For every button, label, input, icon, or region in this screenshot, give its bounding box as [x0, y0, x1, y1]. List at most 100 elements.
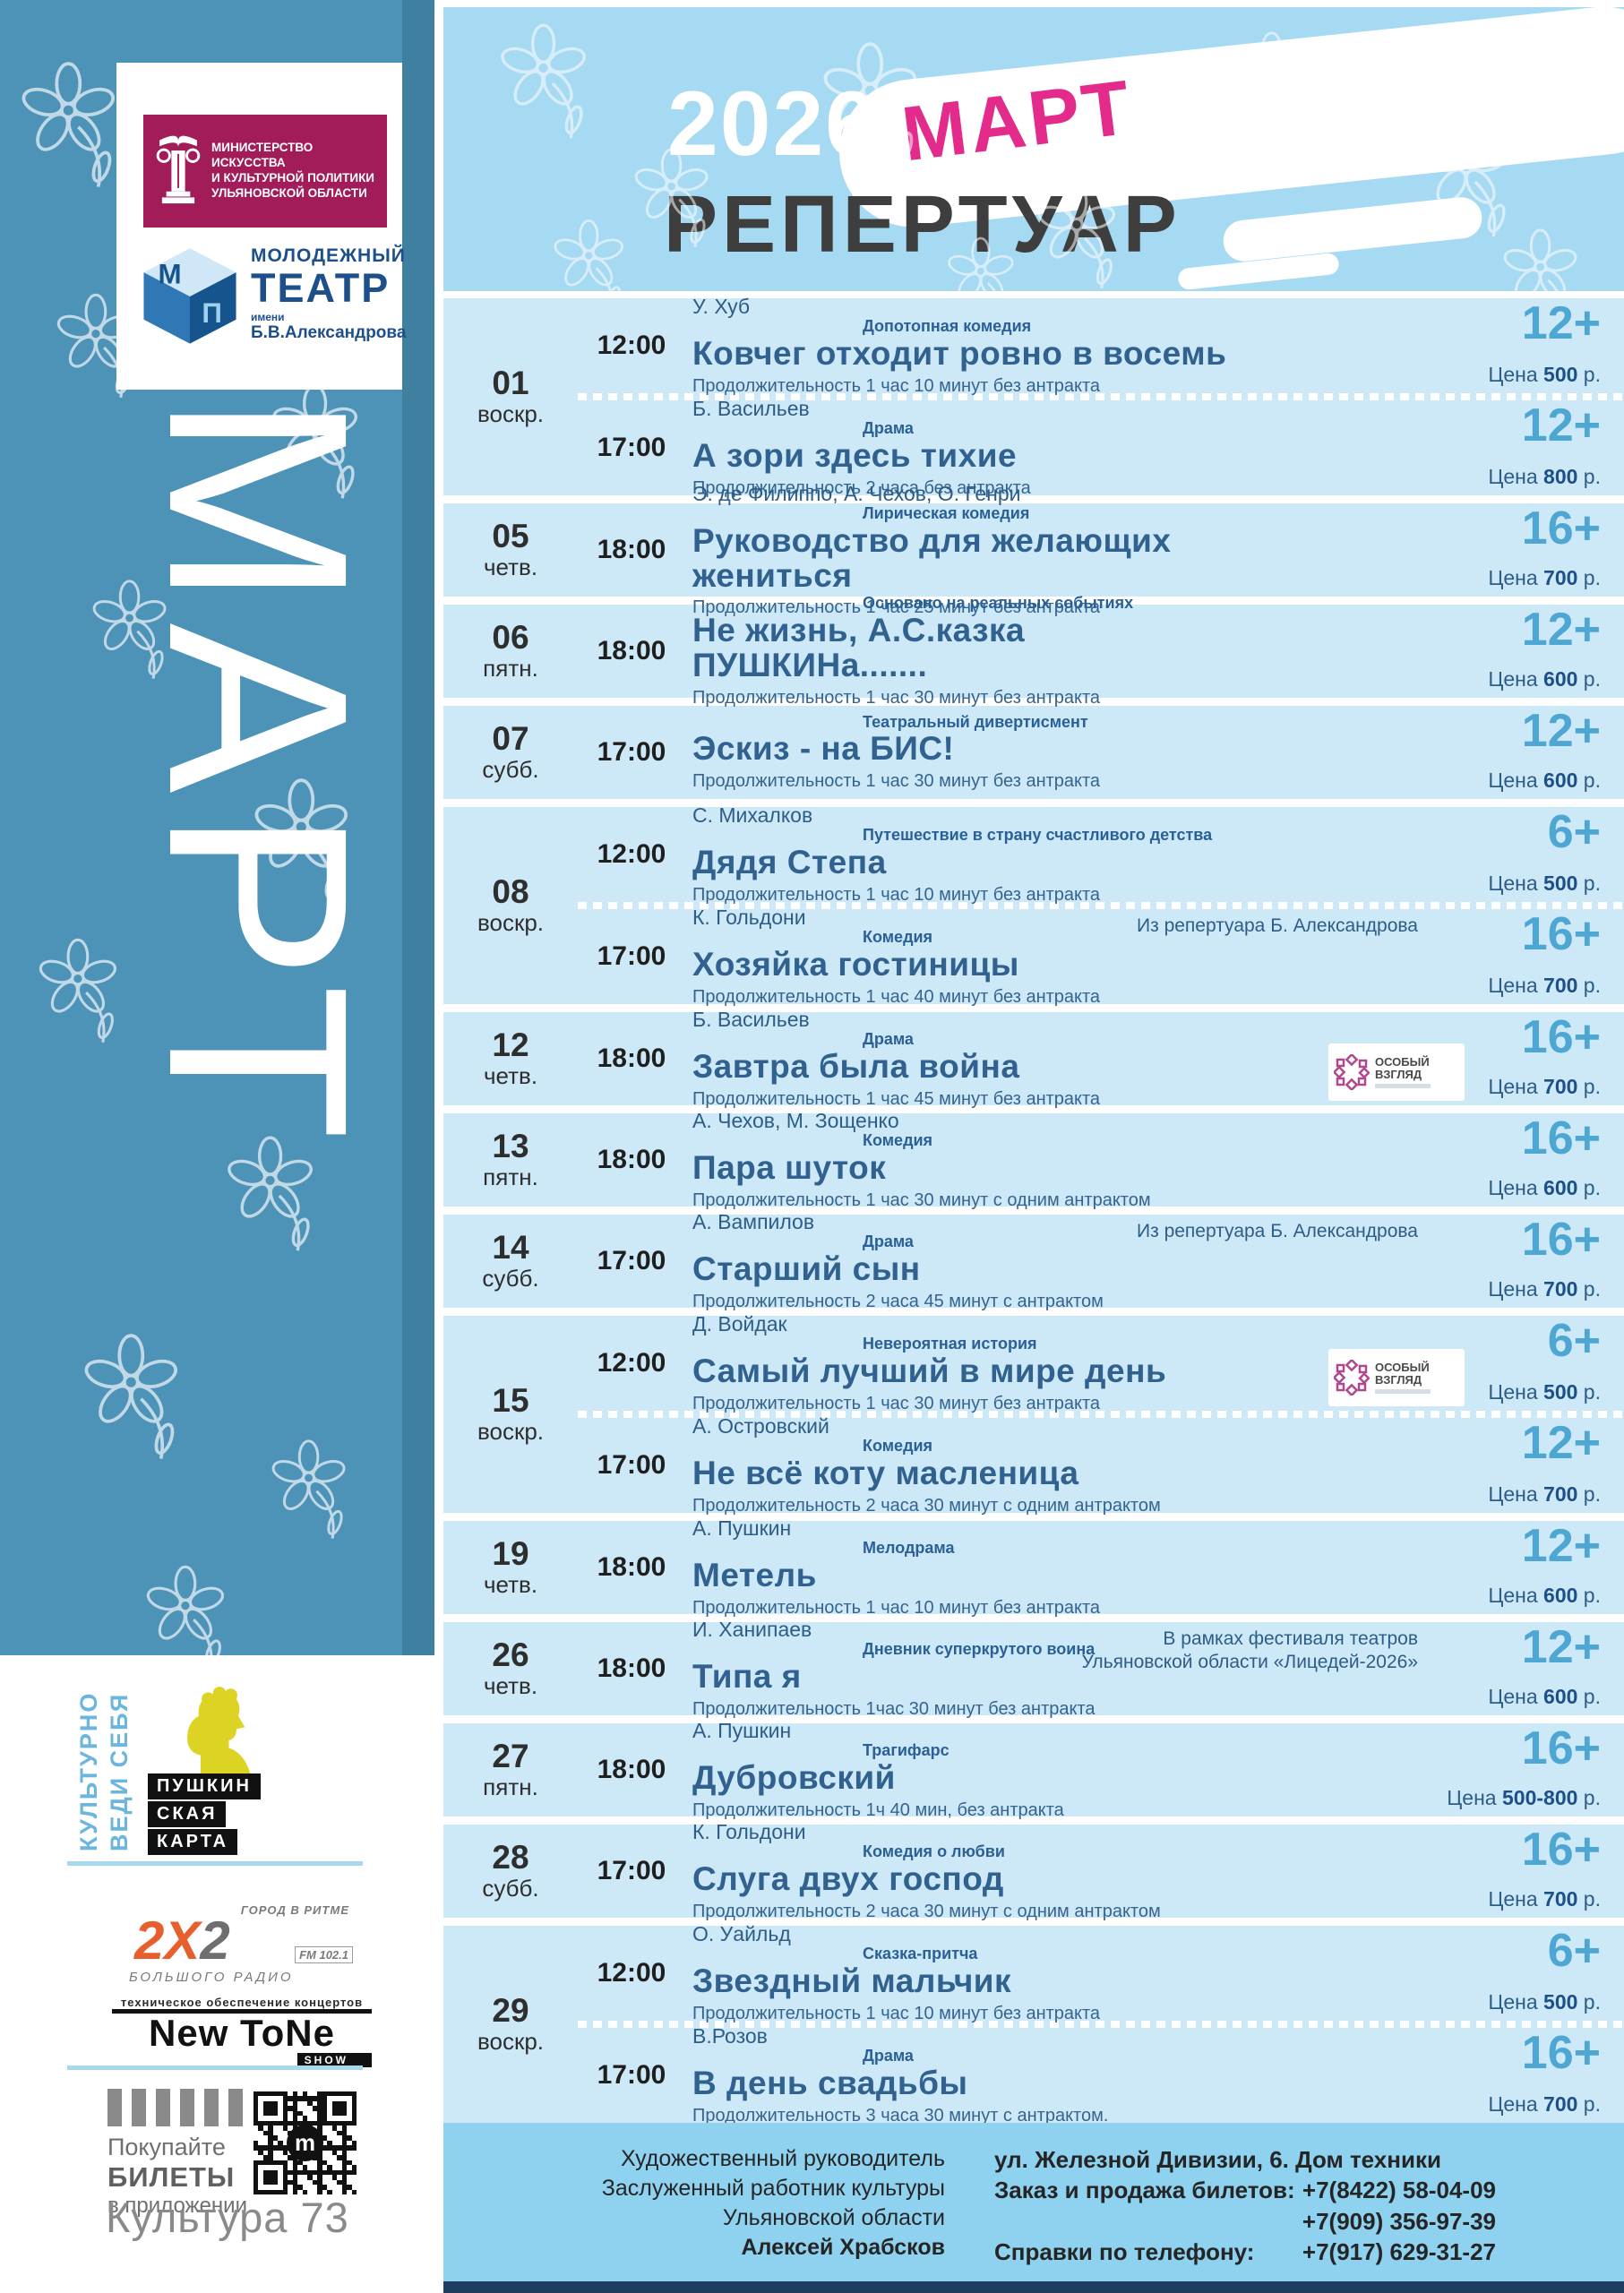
- theater-line: Б.В.Александрова: [251, 323, 407, 342]
- pushkin-bust-icon: [152, 1684, 287, 1782]
- svg-text:П: П: [202, 297, 222, 329]
- day-block: 01 воскр. 12:00 У. Хуб Допотопная комедия Ков…: [443, 295, 1624, 498]
- price-prefix: Цена: [1488, 1482, 1544, 1506]
- kultura73-label: Культура 73: [106, 2194, 349, 2241]
- ministry-logo: МИНИСТЕРСТВО ИСКУССТВА И КУЛЬТУРНОЙ ПОЛИ…: [143, 115, 387, 228]
- show-row: 17:00 В.Розов Драма В день свадьбы Продолжит…: [578, 2024, 1624, 2126]
- flower-pattern-icon: [1500, 228, 1580, 291]
- ministry-line: МИНИСТЕРСТВО ИСКУССТВА: [211, 141, 314, 170]
- show-duration: Продолжительность 1час 30 минут без антр…: [692, 1698, 1096, 1719]
- show-row: 18:00 И. Ханипаев Дневник суперкрутого вои…: [578, 1618, 1624, 1719]
- shows-column: 18:00 А. Чехов, М. Зощенко Комедия Пара шут…: [578, 1109, 1624, 1210]
- price-suffix: р.: [1577, 363, 1601, 386]
- day-block: 06 пятн. 18:00 Основано на реальных события…: [443, 594, 1624, 708]
- show-price: Цена 500 р.: [1488, 872, 1601, 896]
- footer-tickets-label: Заказ и продажа билетов:: [994, 2177, 1295, 2204]
- show-price: Цена 500 р.: [1488, 1990, 1601, 2014]
- pushkin-card-text: ПУШКИН СКАЯ КАРТА: [148, 1773, 261, 1857]
- badge-text: ОСОБЫЙ ВЗГЛЯД: [1375, 1054, 1431, 1089]
- tickets-app-block: Покупайте БИЛЕТЫ в приложении m: [107, 2089, 376, 2219]
- day-block: 12 четв. 18:00 Б. Васильев Драма Завтра была …: [443, 1008, 1624, 1109]
- date-column: 07 субб.: [443, 706, 578, 799]
- badge-text: ОСОБЫЙ ВЗГЛЯД: [1375, 1361, 1431, 1395]
- show-genre: Драма: [863, 1232, 914, 1251]
- price-prefix: Цена: [1488, 1176, 1544, 1199]
- show-row: 17:00 К. Гольдони Комедия о любви Слуга дву…: [578, 1820, 1624, 1921]
- ministry-logo-text: МИНИСТЕРСТВО ИСКУССТВА И КУЛЬТУРНОЙ ПОЛИ…: [211, 141, 378, 202]
- day-name: пятн.: [483, 655, 538, 683]
- show-main: К. Гольдони Комедия о любви Слуга двух гос…: [685, 1817, 1624, 1925]
- price-value: 600: [1543, 1685, 1578, 1708]
- date-column: 06 пятн.: [443, 605, 578, 698]
- show-genre: Основано на реальных событиях: [863, 594, 1134, 613]
- show-price: Цена 600 р.: [1488, 667, 1601, 691]
- show-time: 12:00: [597, 1348, 666, 1378]
- day-name: воскр.: [477, 400, 545, 428]
- price-value: 700: [1543, 566, 1578, 589]
- shows-column: 18:00 А. Пушкин Трагифарс Дубровский Продолж…: [578, 1719, 1624, 1820]
- show-row: 18:00 Основано на реальных событиях Не жиз…: [578, 594, 1624, 707]
- dotted-separator: [578, 393, 1624, 400]
- ministry-line: И КУЛЬТУРНОЙ ПОЛИТИКИ: [211, 171, 375, 185]
- badge-line: ВЗГЛЯД: [1375, 1373, 1422, 1387]
- show-duration: Продолжительность 1ч 40 мин, без антракт…: [692, 1799, 1064, 1820]
- footer-director-line: Художественный руководитель: [621, 2146, 945, 2171]
- age-rating: 12+: [1521, 1621, 1601, 1673]
- show-row: 18:00 Э. де Филиппо, А. Чехов, О. Генри Ли…: [578, 482, 1624, 618]
- price-prefix: Цена: [1488, 1887, 1544, 1911]
- date-column: 01 воскр.: [443, 298, 578, 495]
- price-value: 500: [1543, 872, 1578, 895]
- badge-diamonds-icon: [1334, 1360, 1370, 1396]
- show-genre: Драма: [863, 2047, 914, 2065]
- show-duration: Продолжительность 2 часа без антракта: [692, 477, 1031, 498]
- show-title: Типа я: [692, 1658, 802, 1696]
- show-main: А. Вампилов Драма Старший сын Продолжительн…: [685, 1207, 1624, 1315]
- price-suffix: р.: [1577, 1990, 1601, 2014]
- badge-line: ОСОБЫЙ: [1375, 1054, 1430, 1069]
- price-suffix: р.: [1577, 1786, 1601, 1809]
- price-suffix: р.: [1577, 1277, 1601, 1301]
- date-number: 01: [492, 365, 529, 402]
- show-price: Цена 600 р.: [1488, 1685, 1601, 1709]
- price-suffix: р.: [1577, 769, 1601, 792]
- tickets-line: БИЛЕТЫ: [107, 2161, 236, 2194]
- show-time: 17:00: [597, 1856, 666, 1885]
- price-prefix: Цена: [1488, 1990, 1544, 2014]
- date-number: 28: [492, 1839, 529, 1876]
- theater-line: МОЛОДЕЖНЫЙ: [251, 245, 406, 266]
- pushkin-card-line: ПУШКИН: [148, 1773, 261, 1799]
- price-suffix: р.: [1577, 974, 1601, 997]
- show-time: 17:00: [597, 737, 666, 767]
- price-suffix: р.: [1577, 1482, 1601, 1506]
- age-rating: 16+: [1521, 908, 1601, 960]
- show-main: О. Уайльд Сказка-притча Звездный мальчик Пр…: [685, 1919, 1624, 2027]
- price-value: 700: [1543, 974, 1578, 997]
- show-genre: Драма: [863, 419, 914, 438]
- show-genre: Сказка-притча: [863, 1945, 978, 1963]
- show-author: А. Островский: [692, 1414, 829, 1438]
- date-number: 27: [492, 1738, 529, 1775]
- date-number: 13: [492, 1128, 529, 1165]
- show-author: У. Хуб: [692, 295, 751, 319]
- show-title: Метель: [692, 1557, 817, 1594]
- show-main: В.Розов Драма В день свадьбы Продолжительно…: [685, 2022, 1624, 2129]
- show-author: Д. Войдак: [692, 1312, 787, 1336]
- show-main: И. Ханипаев Дневник суперкрутого воина Тип…: [685, 1615, 1624, 1722]
- day-name: четв.: [483, 1062, 538, 1090]
- price-value: 500-800: [1502, 1786, 1578, 1809]
- show-time: 17:00: [597, 1450, 666, 1480]
- day-name: четв.: [483, 1571, 538, 1599]
- brush-stroke: [1221, 194, 1484, 264]
- qr-code: m: [253, 2091, 357, 2194]
- show-main: А. Пушкин Трагифарс Дубровский Продолжитель…: [685, 1716, 1624, 1824]
- show-title: В день свадьбы: [692, 2065, 968, 2102]
- show-genre: Театральный дивертисмент: [863, 712, 1088, 731]
- osoby-vzglyad-badge: ОСОБЫЙ ВЗГЛЯД: [1328, 1349, 1465, 1406]
- date-number: 26: [492, 1636, 529, 1674]
- show-row: 17:00 А. Вампилов Драма Старший сын Продолжи…: [578, 1210, 1624, 1311]
- price-suffix: р.: [1577, 1584, 1601, 1607]
- barcode-icon: [107, 2089, 376, 2126]
- show-row: 18:00 Б. Васильев Драма Завтра была война Пр…: [578, 1008, 1624, 1109]
- radio-2x2-logo: ГОРОД В РИТМЕ 2Х2 FM 102.1 БОЛЬШОГО РАДИ…: [116, 1903, 358, 1988]
